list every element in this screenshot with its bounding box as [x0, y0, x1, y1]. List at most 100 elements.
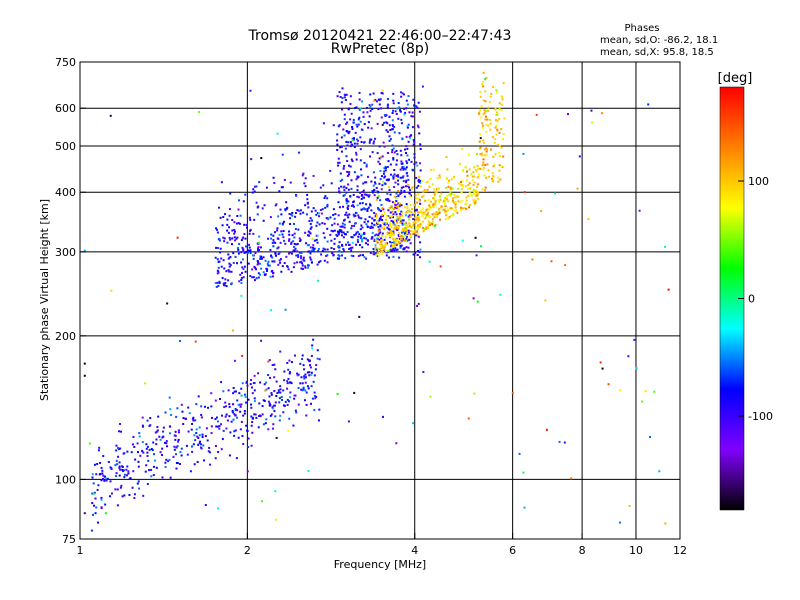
data-point — [281, 222, 284, 225]
data-point — [400, 238, 403, 241]
data-point — [395, 219, 398, 222]
data-point — [370, 180, 373, 183]
data-point — [260, 257, 263, 260]
data-point — [304, 373, 307, 376]
data-point — [221, 277, 224, 280]
data-point — [263, 204, 266, 207]
data-point — [433, 216, 436, 219]
data-point — [358, 233, 361, 236]
data-point — [257, 241, 260, 244]
data-point — [146, 419, 149, 422]
data-point — [307, 387, 310, 390]
data-point — [381, 184, 384, 187]
data-point — [370, 237, 373, 240]
data-point — [306, 198, 309, 201]
data-point — [289, 217, 292, 220]
data-point — [247, 446, 250, 449]
data-point — [257, 276, 260, 279]
data-point — [337, 164, 340, 167]
data-point — [349, 95, 352, 98]
data-point — [225, 270, 228, 273]
data-point — [369, 155, 372, 158]
data-point — [479, 108, 482, 111]
data-point — [218, 237, 221, 240]
data-point — [330, 239, 333, 242]
data-point — [388, 207, 391, 210]
data-point — [127, 472, 130, 475]
x-tick-label: 1 — [77, 544, 84, 557]
data-point — [474, 200, 477, 203]
data-point — [464, 185, 467, 188]
data-point — [359, 254, 362, 257]
data-point — [227, 389, 230, 392]
data-point — [175, 461, 178, 464]
data-point — [133, 497, 136, 500]
data-point — [426, 213, 429, 216]
data-point — [271, 269, 274, 272]
data-point — [478, 147, 481, 150]
data-point — [454, 196, 457, 199]
data-point — [398, 231, 401, 234]
data-point — [301, 389, 304, 392]
data-point — [496, 130, 499, 133]
data-point — [389, 225, 392, 228]
data-point — [278, 419, 281, 422]
phases-box-line-x: mean, sd,X: 95.8, 18.5 — [600, 47, 714, 58]
data-point — [419, 185, 422, 188]
data-point — [164, 461, 167, 464]
data-point — [401, 223, 404, 226]
data-point — [438, 174, 441, 177]
data-point — [303, 368, 306, 371]
data-point — [590, 109, 593, 112]
data-point — [388, 200, 391, 203]
data-point — [375, 214, 378, 217]
data-point — [253, 218, 256, 221]
data-point — [381, 213, 384, 216]
data-point — [346, 206, 349, 209]
data-point — [222, 236, 225, 239]
data-point — [118, 461, 121, 464]
data-point — [293, 236, 296, 239]
data-point — [406, 126, 409, 129]
x-tick-label: 2 — [244, 544, 251, 557]
data-point — [398, 106, 401, 109]
data-point — [338, 91, 341, 94]
data-point — [340, 254, 343, 257]
data-point — [349, 145, 352, 148]
data-point — [270, 237, 273, 240]
data-point — [144, 382, 147, 385]
data-point — [375, 198, 378, 201]
data-point — [300, 255, 303, 258]
data-point — [178, 339, 181, 342]
data-point — [491, 180, 494, 183]
data-point — [220, 448, 223, 451]
data-point — [278, 252, 281, 255]
data-point — [367, 195, 370, 198]
data-point — [406, 125, 409, 128]
data-point — [221, 438, 224, 441]
data-point — [226, 229, 229, 232]
data-point — [392, 241, 395, 244]
data-point — [347, 164, 350, 167]
data-point — [249, 383, 252, 386]
data-point — [266, 262, 269, 265]
x-tick-label: 12 — [673, 544, 687, 557]
data-point — [412, 143, 415, 146]
data-point — [226, 223, 229, 226]
data-point — [240, 251, 243, 254]
data-point — [393, 195, 396, 198]
data-point — [265, 186, 268, 189]
data-point — [369, 251, 372, 254]
data-point — [387, 256, 390, 259]
data-point — [463, 206, 466, 209]
data-point — [401, 138, 404, 141]
data-point — [421, 214, 424, 217]
data-point — [137, 451, 140, 454]
data-point — [432, 203, 435, 206]
data-point — [406, 162, 409, 165]
data-point — [204, 405, 207, 408]
data-point — [123, 494, 126, 497]
data-point — [229, 192, 232, 195]
data-point — [378, 254, 381, 257]
